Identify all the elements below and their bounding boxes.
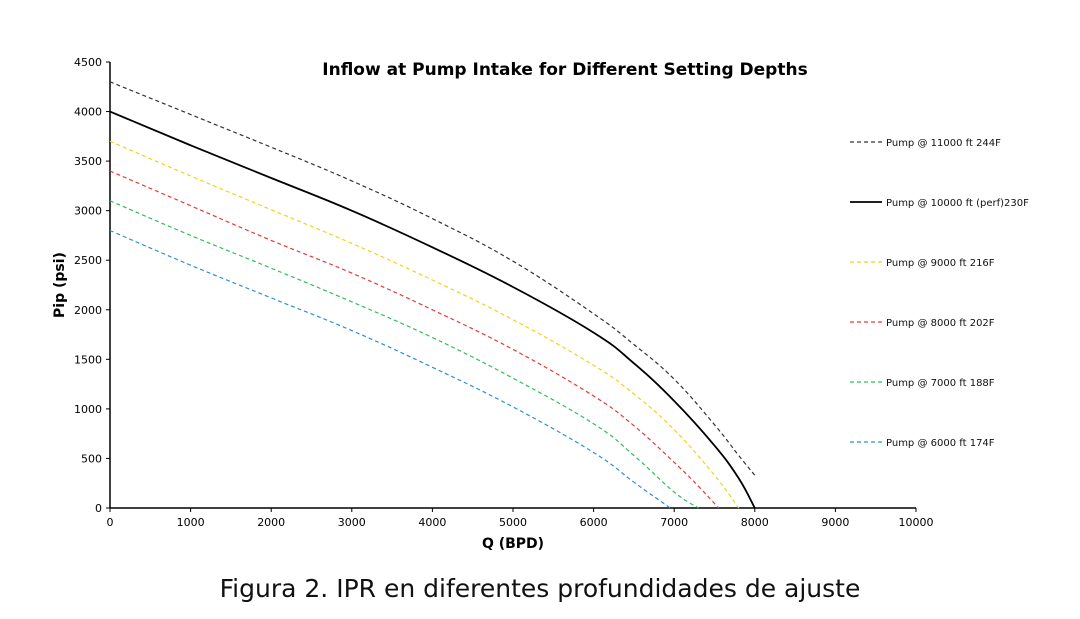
series-line-5 — [109, 200, 699, 509]
series-lines — [109, 81, 756, 509]
series-line-1 — [109, 81, 756, 476]
y-tick-label: 1000 — [74, 403, 102, 416]
y-tick-label: 3500 — [74, 155, 102, 168]
y-ticks: 0 500 1000 1500 2000 2500 3000 3500 4000 4500 — [74, 56, 110, 515]
x-tick-label: 7000 — [660, 516, 688, 529]
legend-label: Pump @ 8000 ft 202F — [886, 318, 995, 329]
y-tick-label: 2500 — [74, 254, 102, 267]
x-tick-label: 4000 — [418, 516, 446, 529]
x-tick-label: 8000 — [741, 516, 769, 529]
x-tick-label: 6000 — [580, 516, 608, 529]
legend-label: Pump @ 6000 ft 174F — [886, 438, 995, 449]
y-tick-label: 4500 — [74, 56, 102, 69]
y-tick-label: 3000 — [74, 205, 102, 218]
y-tick-label: 0 — [95, 502, 102, 515]
x-tick-label: 0 — [107, 516, 114, 529]
y-axis-label: Pip (psi) — [52, 252, 68, 318]
legend-label: Pump @ 7000 ft 188F — [886, 378, 995, 389]
x-tick-label: 2000 — [257, 516, 285, 529]
legend: Pump @ 11000 ft 244F Pump @ 10000 ft (per… — [850, 138, 1029, 449]
x-tick-label: 1000 — [177, 516, 205, 529]
x-tick-label: 3000 — [338, 516, 366, 529]
x-tick-label: 9000 — [821, 516, 849, 529]
chart: Inflow at Pump Intake for Different Sett… — [52, 56, 1029, 552]
y-tick-label: 1500 — [74, 353, 102, 366]
x-ticks: 0 1000 2000 3000 4000 5000 6000 7000 8000 9000 100… — [107, 508, 934, 529]
legend-label: Pump @ 9000 ft 216F — [886, 258, 995, 269]
figure-caption: Figura 2. IPR en diferentes profundidade… — [219, 574, 861, 603]
y-tick-label: 500 — [81, 452, 102, 465]
legend-label: Pump @ 10000 ft (perf)230F — [886, 198, 1029, 209]
series-line-3 — [109, 140, 740, 509]
x-tick-label: 5000 — [499, 516, 527, 529]
x-tick-label: 10000 — [899, 516, 934, 529]
x-axis-label: Q (BPD) — [482, 536, 544, 552]
legend-label: Pump @ 11000 ft 244F — [886, 138, 1001, 149]
y-tick-label: 2000 — [74, 304, 102, 317]
y-tick-label: 4000 — [74, 106, 102, 119]
series-line-2 — [109, 110, 756, 509]
chart-title: Inflow at Pump Intake for Different Sett… — [322, 60, 807, 80]
series-line-6 — [109, 229, 671, 509]
series-line-4 — [109, 170, 719, 509]
